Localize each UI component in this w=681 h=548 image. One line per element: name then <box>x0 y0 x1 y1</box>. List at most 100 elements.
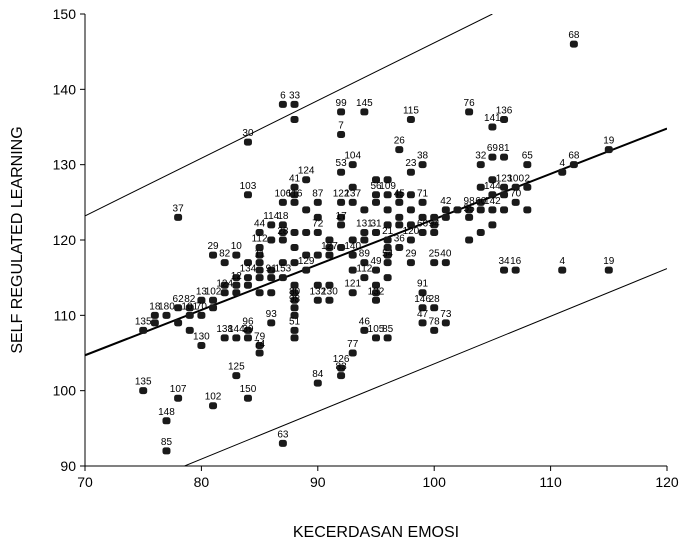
data-point <box>174 304 183 312</box>
data-point <box>243 326 252 334</box>
data-point-label: 60 <box>475 196 487 207</box>
data-point-label: 78 <box>429 316 441 327</box>
data-point <box>313 228 322 236</box>
data-point <box>558 266 567 274</box>
data-point <box>290 228 299 236</box>
data-point <box>360 274 369 282</box>
data-point-label: 123 <box>496 173 513 184</box>
data-point-label: 82 <box>184 294 196 305</box>
data-point <box>418 198 427 206</box>
data-point <box>337 131 346 139</box>
data-point-label: 17 <box>336 211 348 222</box>
data-point <box>465 108 474 116</box>
data-point-label: 144 <box>228 324 245 335</box>
data-point-label: 124 <box>216 279 233 290</box>
data-point <box>406 206 415 214</box>
data-point-label: 93 <box>266 309 278 320</box>
data-point-label: 51 <box>289 316 301 327</box>
data-point-label: 107 <box>170 384 187 395</box>
y-tick-label: 100 <box>53 383 77 399</box>
data-point-label: 106 <box>275 188 292 199</box>
data-point <box>372 289 380 297</box>
data-point-label: 70 <box>510 188 522 199</box>
data-point-label: 180 <box>158 301 175 312</box>
data-point <box>418 319 427 327</box>
data-point <box>267 319 276 327</box>
data-point-label: 12 <box>231 271 243 282</box>
data-point-label: 150 <box>240 384 257 395</box>
data-point <box>267 274 276 282</box>
data-point <box>232 289 241 297</box>
data-point-label: 65 <box>522 151 534 162</box>
data-point <box>232 281 241 289</box>
data-point-label: 115 <box>403 105 419 116</box>
data-point-label: 85 <box>382 324 394 335</box>
data-point <box>243 191 252 199</box>
data-point-label: 62 <box>173 294 185 305</box>
data-point-label: 26 <box>394 136 406 147</box>
data-point-label: 25 <box>429 249 441 260</box>
data-point-label: 19 <box>603 136 615 147</box>
data-point-label: 91 <box>266 264 278 275</box>
data-point <box>313 296 322 304</box>
data-point <box>523 161 532 169</box>
data-point-label: 102 <box>205 392 222 403</box>
data-point <box>418 304 427 312</box>
data-point <box>465 213 474 221</box>
data-point <box>325 281 334 289</box>
data-point <box>197 296 206 304</box>
data-point-label: 54 <box>382 249 394 260</box>
data-point <box>209 251 218 259</box>
data-point <box>383 236 392 244</box>
data-point-label: 40 <box>440 249 452 260</box>
data-point <box>383 206 392 214</box>
data-point <box>465 206 474 214</box>
data-point <box>441 213 450 221</box>
data-point <box>290 289 299 297</box>
data-point <box>255 274 264 282</box>
data-point-label: 38 <box>417 151 429 162</box>
data-point <box>465 236 474 244</box>
data-point-label: 34 <box>498 256 510 267</box>
data-point <box>243 281 252 289</box>
data-point-label: 109 <box>379 181 396 192</box>
data-point <box>500 115 509 123</box>
data-point-label: 153 <box>275 264 292 275</box>
data-point-label: 44 <box>254 218 266 229</box>
data-point <box>395 221 404 229</box>
data-point <box>604 146 613 154</box>
data-point-label: 76 <box>464 98 476 109</box>
data-point-label: 16 <box>510 256 522 267</box>
data-point <box>290 311 299 319</box>
data-point <box>290 191 299 199</box>
data-point <box>278 259 287 267</box>
data-point-label: 125 <box>228 362 245 373</box>
data-point <box>290 304 299 312</box>
y-tick-label: 140 <box>53 81 77 97</box>
data-point-label: 82 <box>219 249 231 260</box>
data-point-label: 79 <box>254 331 266 342</box>
data-point-label: 63 <box>277 429 289 440</box>
data-point-label: 135 <box>135 316 152 327</box>
data-point-label: 66 <box>417 218 429 229</box>
data-point <box>488 221 497 229</box>
data-point <box>209 402 218 410</box>
data-point <box>360 259 369 267</box>
data-point <box>395 198 404 206</box>
data-point <box>360 236 369 244</box>
data-point-label: 31 <box>370 218 382 229</box>
data-point <box>185 326 194 334</box>
data-point-label: 10 <box>231 241 243 252</box>
data-point <box>488 123 497 131</box>
y-tick-label: 90 <box>60 458 76 474</box>
x-tick-label: 80 <box>194 474 210 490</box>
data-point-label: 112 <box>356 264 372 275</box>
data-point-label: 94 <box>429 218 441 229</box>
data-point-label: 39 <box>242 324 254 335</box>
data-point <box>476 228 485 236</box>
data-point-label: 19 <box>603 256 615 267</box>
data-point-label: 131 <box>356 218 373 229</box>
data-point-label: 132 <box>368 286 385 297</box>
data-point <box>232 251 241 259</box>
